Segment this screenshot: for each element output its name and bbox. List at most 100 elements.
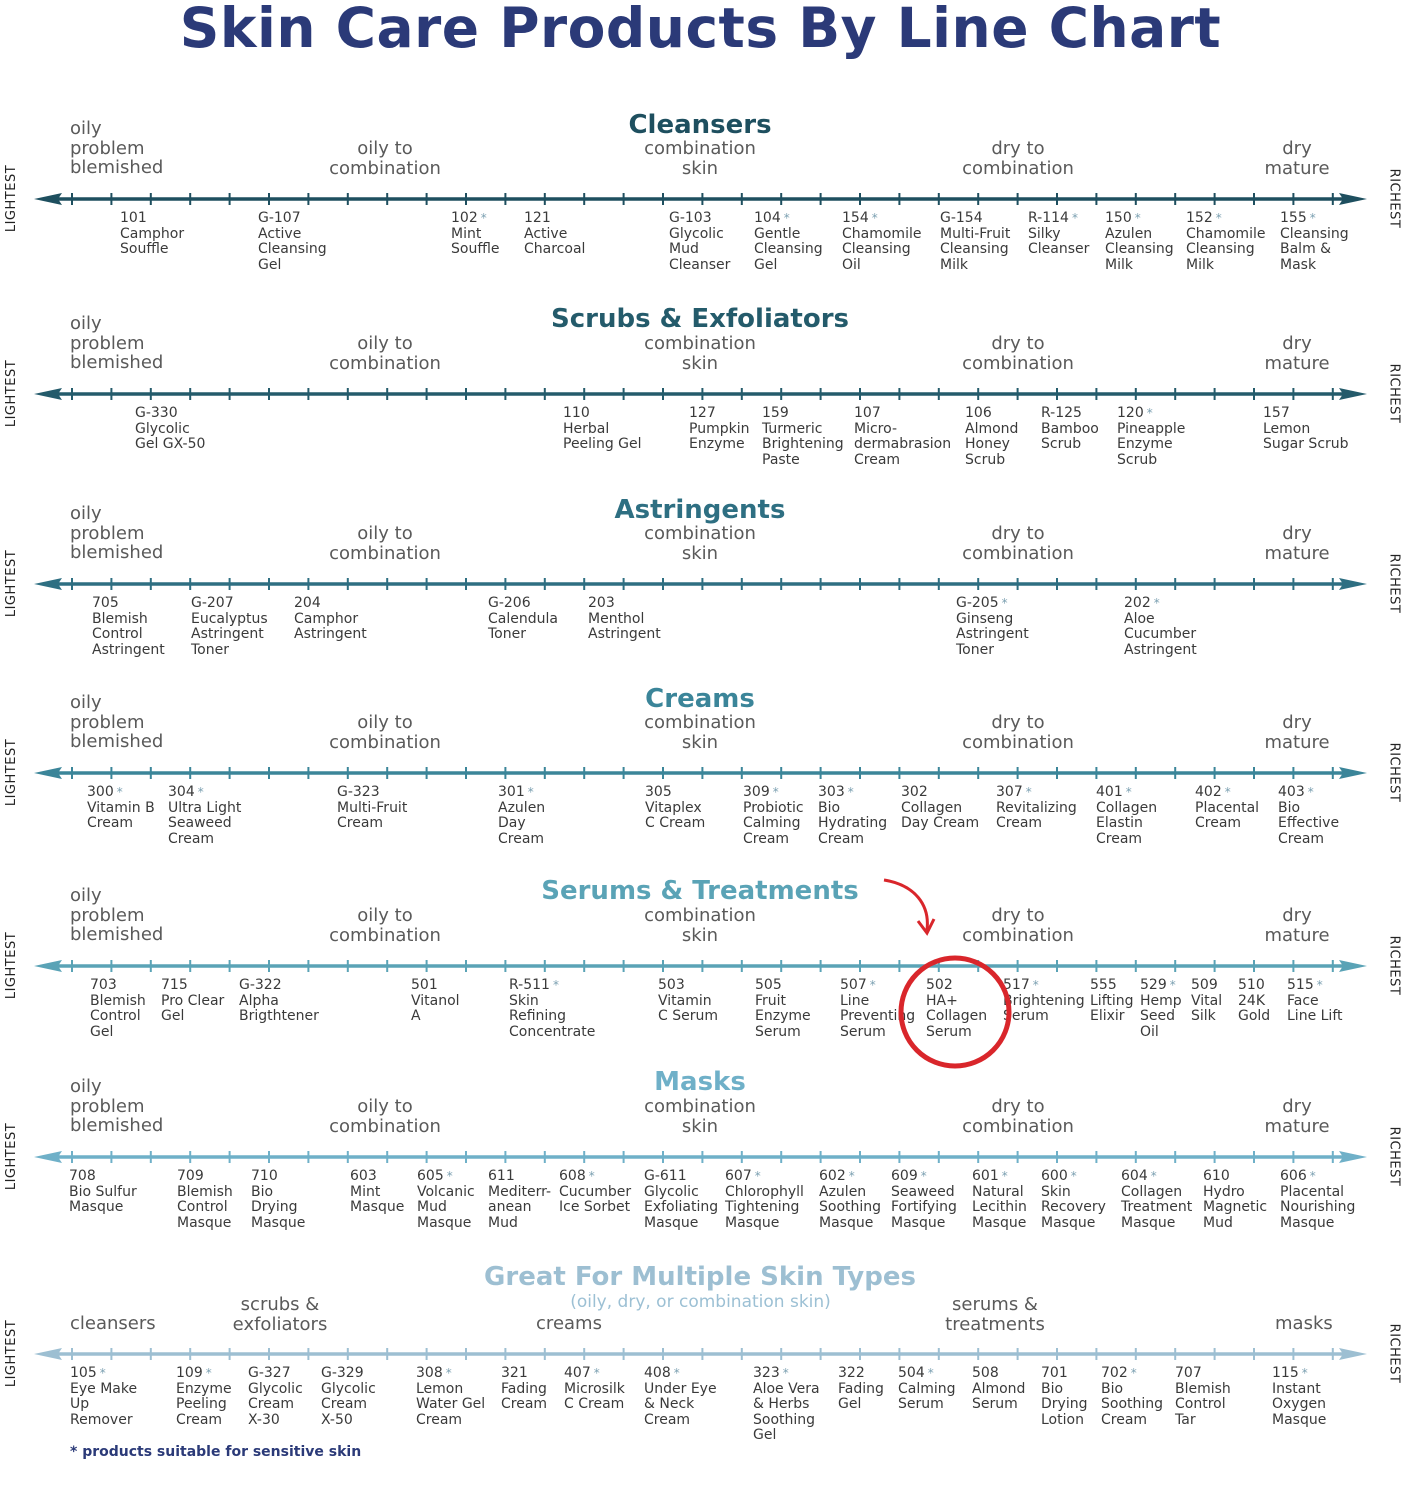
product-name-line: Line Lift [1287,1008,1343,1025]
product-name-line: Alpha [239,992,279,1009]
skin-type-dry-mature: dry mature [1264,139,1329,178]
product-name-line: Collagen [1121,1183,1183,1200]
product-code: 110 [563,405,642,422]
skin-type-oily-to-combination: oily to combination [329,1097,441,1136]
product-name-line: Ultra Light [168,799,242,816]
product-code-text: 508 [972,1365,999,1381]
product-name-line: Drying [1041,1396,1088,1413]
product-label: 529 * Hemp Seed Oil [1140,977,1182,1040]
sensitive-skin-asterisk: * [1146,406,1153,420]
product-name-line: Masque [644,1214,699,1231]
product-code-text: 607 [725,1168,752,1184]
product-name-line: Cleansing [842,241,911,258]
product-label: 603 Mint Masque [350,1168,404,1216]
product-name-line: Concentrate [509,1023,596,1040]
product-code-text: 701 [1041,1365,1068,1381]
product-name-line: Glycolic [321,1380,376,1397]
product-name-line: Masque [972,1214,1027,1231]
product-name-line: Seaweed [168,815,232,832]
product-code: 708 [69,1168,137,1185]
product-name-line: Placental [1280,1183,1345,1200]
product-label: 702 * Bio Soothing Cream [1101,1365,1163,1428]
product-code-text: 502 [926,977,953,993]
skin-type-dry-mature-line: dry [1282,905,1312,926]
skin-type-oily-line: problem [70,711,145,733]
product-code-text: 301 [498,784,525,800]
product-code: 702 * [1101,1365,1163,1382]
product-label: 710 Bio Drying Masque [251,1168,305,1231]
product-code: 300 * [87,784,155,801]
left-arrow-icon [34,578,62,590]
product-label: G-154 Multi-Fruit Cleansing Milk [940,210,1011,273]
product-code-text: 101 [120,210,147,226]
product-name-line: Hydrating [818,815,888,832]
product-name-line: Turmeric [762,420,823,437]
product-name-line: Azulen [819,1183,867,1200]
product-label: 110 Herbal Peeling Gel [563,405,642,453]
product-name-line: anean [488,1199,532,1216]
product-label: 303 * Bio Hydrating Cream [818,784,888,847]
product-code-text: 611 [488,1168,515,1184]
skin-type-oily-line: oily [70,885,102,906]
product-name-line: Up [70,1396,90,1413]
product-label: 204 Camphor Astringent [294,595,367,643]
product-name-line: Calming [898,1380,956,1397]
skin-type-oily-line: blemished [70,542,164,563]
product-code-text: 159 [762,405,789,421]
product-name-line: Azulen [498,799,546,816]
skin-type-oily-line: oily [70,503,102,524]
skin-type-dry-to-combination-line: combination [962,542,1074,564]
product-code: 152 * [1186,210,1265,227]
skin-type-dry-mature-line: dry [1282,523,1312,544]
sensitive-skin-asterisk: * [593,1366,600,1380]
product-label: 321 Fading Cream [501,1365,547,1413]
product-code-text: 602 [819,1168,846,1184]
page-title: Skin Care Products By Line Chart [179,0,1222,60]
product-name-line: Masque [417,1214,472,1231]
product-code: 504 * [898,1365,956,1382]
richness-axis [34,193,1367,205]
product-label: 308 * Lemon Water Gel Cream [416,1365,485,1428]
product-code: 705 [92,595,165,612]
product-code-text: 710 [251,1168,278,1184]
product-label: 106 Almond Honey Scrub [965,405,1018,468]
product-name-line: Scrub [965,451,1006,468]
sensitive-skin-asterisk: * [446,1169,453,1183]
product-code-text: 321 [501,1365,528,1381]
right-arrow-icon [1339,767,1367,779]
product-code: 529 * [1140,977,1182,994]
sensitive-skin-asterisk: * [1001,596,1008,610]
product-code: 600 * [1041,1168,1106,1185]
sensitive-skin-asterisk: * [1307,785,1314,799]
product-name-line: Exfoliating [644,1199,719,1216]
product-name-line: Cleanser [1028,241,1090,258]
product-name-line: Chlorophyll [725,1183,804,1200]
product-name-line: Glycolic [248,1380,303,1397]
product-name-line: Recovery [1041,1199,1106,1216]
product-code: 510 [1238,977,1270,994]
product-name-line: Azulen [1105,225,1153,242]
product-label: 701 Bio Drying Lotion [1041,1365,1088,1428]
product-label: 407 * Microsilk C Cream [564,1365,625,1413]
skin-type-oily: oily problem blemished [70,693,163,752]
left-arrow-icon [34,193,62,205]
product-name-line: Cleansing [940,241,1009,258]
product-label: 604 * Collagen Treatment Masque [1121,1168,1192,1231]
product-name-line: Elastin [1096,815,1143,832]
product-name-line: Lifting [1090,992,1134,1009]
product-name-line: Multi-Fruit [940,225,1011,242]
product-name-line: Control [1175,1396,1226,1413]
product-code: 710 [251,1168,305,1185]
sensitive-skin-asterisk: * [205,1366,212,1380]
product-code-text: R-114 [1028,210,1069,226]
skin-type-oily-to-combination: oily to combination [329,139,441,178]
skin-type-oily-line: problem [70,137,145,159]
product-name-line: Cream [818,830,865,847]
product-name-line: Cream [1278,830,1325,847]
skin-type-dry-to-combination-line: combination [962,731,1074,753]
product-name-line: Silk [1191,1008,1216,1025]
product-name-line: Placental [1195,799,1260,816]
product-name-line: Herbal [563,420,610,437]
product-label: R-114 * Silky Cleanser [1028,210,1090,258]
product-name-line: Instant [1272,1380,1321,1397]
